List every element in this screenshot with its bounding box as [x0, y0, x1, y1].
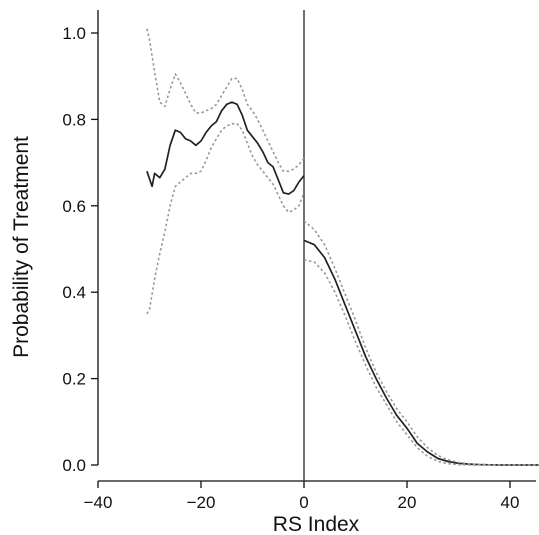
series-layer	[146, 28, 539, 466]
x-ticks: −40 −20 0 20 40	[84, 481, 520, 512]
y-ticks: 0.0 0.2 0.4 0.6 0.8 1.0	[62, 24, 98, 475]
y-tick-label: 0.2	[62, 370, 86, 389]
x-tick-label: −40	[84, 493, 113, 512]
x-tick-label: 40	[501, 493, 520, 512]
x-axis-title: RS Index	[273, 513, 360, 535]
estimate-right-line	[303, 239, 539, 466]
y-tick-label: 0.8	[62, 110, 86, 129]
y-tick-label: 1.0	[62, 24, 86, 43]
lower-band-left-line	[146, 122, 305, 315]
y-tick-label: 0.6	[62, 197, 86, 216]
y-tick-label: 0.4	[62, 283, 86, 302]
y-axis-title: Probability of Treatment	[10, 136, 33, 358]
estimate-left-line	[146, 101, 305, 195]
x-tick-label: 20	[398, 493, 417, 512]
upper-band-left-line	[146, 28, 305, 172]
upper-band-right-line	[303, 220, 539, 466]
x-tick-label: 0	[299, 493, 308, 512]
x-tick-label: −20	[187, 493, 216, 512]
y-tick-label: 0.0	[62, 456, 86, 475]
lower-band-right-line	[303, 259, 539, 466]
